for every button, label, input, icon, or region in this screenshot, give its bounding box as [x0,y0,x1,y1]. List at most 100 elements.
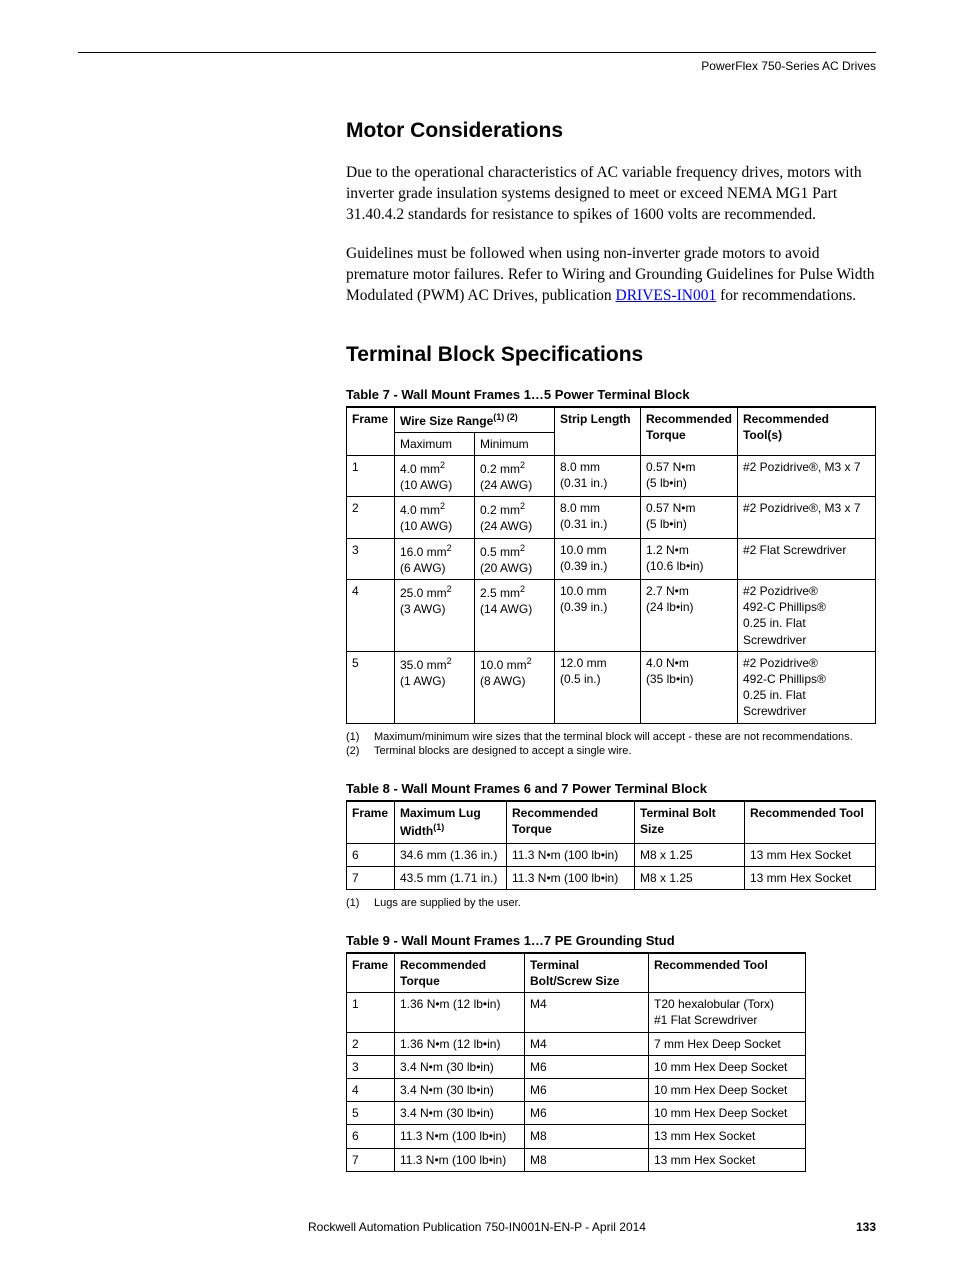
table7: Frame Wire Size Range(1) (2) Strip Lengt… [346,406,876,724]
cell-min: 2.5 mm2(14 AWG) [474,580,554,652]
footnote-key: (1) [346,730,368,745]
cell-tool: 10 mm Hex Deep Socket [649,1078,806,1101]
cell-torque: 1.36 N•m (12 lb•in) [395,1032,525,1055]
cell-frame: 7 [347,866,395,889]
th-tool: Recommended Tool [649,953,806,993]
cell-torque: 0.57 N•m(5 lb•in) [640,497,737,538]
footer: Rockwell Automation Publication 750-IN00… [78,1220,876,1234]
th-tool: Recommended Tool(s) [737,407,875,456]
section-heading-motor: Motor Considerations [346,119,876,143]
section-heading-terminal: Terminal Block Specifications [346,343,876,367]
cell-torque: 11.3 N•m (100 lb•in) [507,866,635,889]
table8: Frame Maximum Lug Width(1) Recommended T… [346,800,876,890]
cell-tool: 13 mm Hex Socket [745,843,876,866]
th-frame: Frame [347,801,395,843]
para-motor-2b: for recommendations. [716,287,856,304]
table-row: 5 35.0 mm2(1 AWG) 10.0 mm2(8 AWG) 12.0 m… [347,651,876,723]
table9-caption: Table 9 - Wall Mount Frames 1…7 PE Groun… [346,933,876,948]
cell-torque: 2.7 N•m(24 lb•in) [640,580,737,652]
cell-lug: 43.5 mm (1.71 in.) [395,866,507,889]
running-head: PowerFlex 750-Series AC Drives [78,59,876,73]
cell-torque: 3.4 N•m (30 lb•in) [395,1102,525,1125]
cell-strip: 10.0 mm(0.39 in.) [554,538,640,579]
th-wire-range-sup: (1) (2) [493,412,518,422]
footnote-text: Lugs are supplied by the user. [374,896,521,911]
table-row: 2 1.36 N•m (12 lb•in) M4 7 mm Hex Deep S… [347,1032,806,1055]
cell-lug: 34.6 mm (1.36 in.) [395,843,507,866]
footnote-text: Maximum/minimum wire sizes that the term… [374,730,853,745]
th-max: Maximum [394,432,474,455]
para-motor-1: Due to the operational characteristics o… [346,163,876,226]
th-wire-range: Wire Size Range(1) (2) [394,407,554,433]
cell-bolt: M4 [525,993,649,1032]
cell-frame: 3 [347,538,395,579]
table-row: 3 3.4 N•m (30 lb•in) M6 10 mm Hex Deep S… [347,1055,806,1078]
footnote-key: (2) [346,744,368,759]
cell-frame: 3 [347,1055,395,1078]
cell-frame: 4 [347,580,395,652]
cell-torque: 3.4 N•m (30 lb•in) [395,1078,525,1101]
cell-tool: 13 mm Hex Socket [649,1125,806,1148]
cell-tool: 13 mm Hex Socket [649,1148,806,1171]
header-rule [78,52,876,53]
th-lug: Maximum Lug Width(1) [395,801,507,843]
table-row: 7 11.3 N•m (100 lb•in) M8 13 mm Hex Sock… [347,1148,806,1171]
th-frame: Frame [347,953,395,993]
cell-tool: T20 hexalobular (Torx)#1 Flat Screwdrive… [649,993,806,1032]
th-frame: Frame [347,407,395,456]
table-row: 6 34.6 mm (1.36 in.) 11.3 N•m (100 lb•in… [347,843,876,866]
cell-tool: #2 Pozidrive®492-C Phillips®0.25 in. Fla… [737,651,875,723]
cell-torque: 1.2 N•m(10.6 lb•in) [640,538,737,579]
cell-strip: 10.0 mm(0.39 in.) [554,580,640,652]
cell-torque: 1.36 N•m (12 lb•in) [395,993,525,1032]
footer-page-number: 133 [856,1220,876,1234]
table-row: 2 4.0 mm2(10 AWG) 0.2 mm2(24 AWG) 8.0 mm… [347,497,876,538]
cell-min: 10.0 mm2(8 AWG) [474,651,554,723]
cell-frame: 6 [347,843,395,866]
table-row: Frame Maximum Lug Width(1) Recommended T… [347,801,876,843]
cell-min: 0.2 mm2(24 AWG) [474,455,554,496]
cell-frame: 1 [347,993,395,1032]
cell-torque: 0.57 N•m(5 lb•in) [640,455,737,496]
cell-frame: 7 [347,1148,395,1171]
cell-torque: 4.0 N•m(35 lb•in) [640,651,737,723]
cell-frame: 5 [347,651,395,723]
cell-strip: 8.0 mm(0.31 in.) [554,455,640,496]
cell-bolt: M8 x 1.25 [635,843,745,866]
table7-footnotes: (1) Maximum/minimum wire sizes that the t… [346,730,876,760]
table-row: 1 4.0 mm2(10 AWG) 0.2 mm2(24 AWG) 8.0 mm… [347,455,876,496]
cell-frame: 1 [347,455,395,496]
cell-tool: 7 mm Hex Deep Socket [649,1032,806,1055]
cell-frame: 6 [347,1125,395,1148]
th-min: Minimum [474,432,554,455]
table-row: 6 11.3 N•m (100 lb•in) M8 13 mm Hex Sock… [347,1125,806,1148]
cell-tool: #2 Pozidrive®492-C Phillips®0.25 in. Fla… [737,580,875,652]
th-torque: Recommended Torque [640,407,737,456]
cell-tool: 10 mm Hex Deep Socket [649,1102,806,1125]
cell-tool: #2 Pozidrive®, M3 x 7 [737,455,875,496]
cell-bolt: M8 [525,1148,649,1171]
table-row: 7 43.5 mm (1.71 in.) 11.3 N•m (100 lb•in… [347,866,876,889]
content-column: Motor Considerations Due to the operatio… [346,119,876,1172]
cell-bolt: M8 [525,1125,649,1148]
table8-footnotes: (1) Lugs are supplied by the user. [346,896,876,911]
link-drives-in001[interactable]: DRIVES-IN001 [616,287,717,304]
table-row: Frame Recommended Torque Terminal Bolt/S… [347,953,806,993]
cell-bolt: M6 [525,1055,649,1078]
th-wire-range-text: Wire Size Range [400,414,493,428]
table8-caption: Table 8 - Wall Mount Frames 6 and 7 Powe… [346,781,876,796]
cell-torque: 11.3 N•m (100 lb•in) [395,1148,525,1171]
th-tool: Recommended Tool [745,801,876,843]
table7-caption: Table 7 - Wall Mount Frames 1…5 Power Te… [346,387,876,402]
cell-torque: 3.4 N•m (30 lb•in) [395,1055,525,1078]
para-motor-2: Guidelines must be followed when using n… [346,244,876,307]
cell-frame: 4 [347,1078,395,1101]
th-strip: Strip Length [554,407,640,456]
th-torque: Recommended Torque [395,953,525,993]
footnote-key: (1) [346,896,368,911]
cell-max: 4.0 mm2(10 AWG) [394,497,474,538]
th-torque: Recommended Torque [507,801,635,843]
cell-max: 4.0 mm2(10 AWG) [394,455,474,496]
cell-bolt: M8 x 1.25 [635,866,745,889]
table-row: 4 25.0 mm2(3 AWG) 2.5 mm2(14 AWG) 10.0 m… [347,580,876,652]
